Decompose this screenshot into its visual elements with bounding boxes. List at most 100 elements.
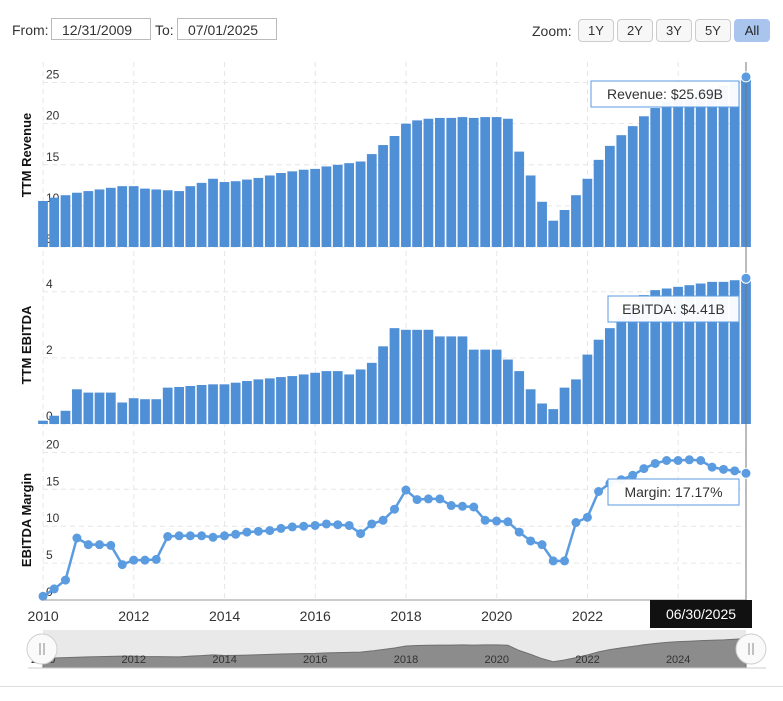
bar (389, 328, 400, 424)
bar (650, 108, 661, 248)
from-date-input[interactable]: 12/31/2009 (51, 18, 151, 40)
bar (480, 117, 491, 247)
bar (627, 126, 638, 247)
bar (208, 384, 218, 424)
navigator-year-label: 2022 (575, 654, 599, 666)
to-label: To: (155, 22, 174, 38)
bar (276, 173, 286, 247)
bar (83, 191, 94, 247)
y-tick-label: 4 (46, 277, 53, 291)
bar (208, 178, 218, 247)
zoom-1y-button[interactable]: 1Y (578, 19, 614, 42)
data-point (719, 464, 729, 474)
data-point (321, 519, 331, 529)
bar (219, 182, 230, 247)
crosshair-date-text: 06/30/2025 (666, 606, 736, 622)
bar (49, 197, 60, 247)
bar (707, 281, 717, 424)
bar (639, 116, 649, 248)
bar (412, 329, 422, 424)
navigator-year-label: 2014 (212, 654, 236, 666)
bar (559, 387, 570, 424)
bar (537, 403, 547, 424)
data-point (253, 526, 263, 536)
bar (151, 399, 162, 424)
bar (140, 399, 150, 424)
bar (128, 398, 139, 424)
bar (537, 201, 547, 247)
data-point (185, 531, 195, 541)
bar (593, 339, 604, 424)
navigator-year-label: 2024 (666, 654, 690, 666)
bar (140, 188, 150, 247)
y-axis-title: EBITDA Margin (19, 473, 34, 567)
data-point (129, 555, 139, 565)
zoom-5y-button[interactable]: 5Y (695, 19, 731, 42)
data-point (72, 533, 82, 543)
data-point (537, 540, 547, 550)
zoom-2y-button[interactable]: 2Y (617, 19, 653, 42)
bar (684, 94, 695, 247)
bottom-divider (0, 686, 783, 687)
zoom-3y-button[interactable]: 3Y (656, 19, 692, 42)
data-point (219, 531, 229, 541)
bar (650, 290, 661, 424)
data-point (49, 584, 59, 594)
bar (423, 118, 434, 247)
bar (344, 163, 355, 247)
data-point (435, 494, 445, 504)
data-point (117, 560, 127, 570)
bar (196, 384, 207, 424)
bar (718, 281, 729, 424)
y-axis-title: TTM Revenue (19, 113, 34, 198)
navigator-area (42, 637, 747, 669)
bar (684, 285, 695, 424)
handle-circle[interactable] (735, 633, 767, 665)
tooltip-box (590, 80, 740, 108)
bar (514, 151, 525, 247)
zoom-all-button[interactable]: All (734, 19, 770, 42)
data-point (276, 523, 286, 533)
navigator-year-label: 2020 (484, 654, 508, 666)
bar (559, 210, 570, 247)
data-point (151, 554, 161, 564)
handle-circle[interactable] (26, 633, 58, 665)
navigator-left-handle[interactable] (26, 633, 58, 665)
data-point (560, 556, 570, 566)
bar (94, 392, 105, 424)
data-point (730, 466, 740, 476)
bar (401, 123, 411, 247)
data-point (401, 485, 411, 495)
bar (604, 145, 615, 247)
y-tick-label: 5 (46, 548, 53, 562)
bar (718, 85, 729, 247)
data-point (457, 501, 467, 511)
bar (72, 192, 82, 247)
bar (321, 371, 332, 424)
bar (616, 135, 627, 247)
data-point (287, 522, 297, 532)
bar (695, 283, 706, 424)
bar (446, 117, 457, 248)
navigator-right-handle[interactable] (735, 633, 767, 665)
data-point (503, 517, 513, 527)
data-point (390, 504, 399, 514)
y-tick-label: 10 (46, 511, 60, 525)
bar (230, 382, 241, 424)
bar (174, 191, 185, 247)
range-controls: From: 12/31/2009 To: 07/01/2025 Zoom: 1Y… (0, 0, 783, 60)
bar (468, 117, 479, 248)
data-point (514, 527, 524, 537)
data-point (526, 536, 536, 546)
data-point (310, 520, 320, 530)
bar (49, 415, 60, 424)
bar (287, 171, 298, 247)
data-point (480, 515, 490, 525)
bar (491, 117, 502, 247)
data-point (106, 540, 116, 550)
data-point (628, 470, 638, 480)
x-tick-label: 2010 (28, 608, 59, 624)
bar (60, 195, 71, 247)
to-date-input[interactable]: 07/01/2025 (177, 18, 277, 40)
bar (446, 336, 457, 424)
